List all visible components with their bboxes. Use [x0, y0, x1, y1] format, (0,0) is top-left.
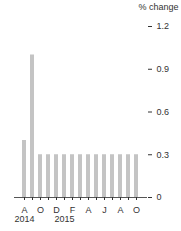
svg-text:2015: 2015 [54, 214, 74, 224]
svg-text:F: F [70, 205, 76, 215]
svg-text:0.3: 0.3 [157, 150, 170, 160]
svg-text:A: A [85, 205, 91, 215]
svg-text:D: D [53, 204, 60, 215]
svg-text:J: J [102, 205, 107, 215]
svg-text:0.6: 0.6 [157, 107, 170, 117]
svg-text:O: O [133, 205, 140, 215]
svg-text:A2014: A2014 [14, 205, 34, 224]
svg-text:0: 0 [157, 192, 162, 202]
svg-text:A: A [117, 205, 123, 215]
svg-text:1.2: 1.2 [157, 21, 170, 31]
svg-text:% change: % change [138, 2, 178, 12]
svg-text:O: O [37, 205, 44, 215]
svg-text:0.9: 0.9 [157, 64, 170, 74]
